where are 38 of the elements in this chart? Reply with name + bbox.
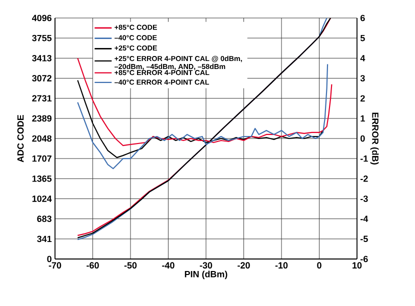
y2-tick-label: -3 [360, 196, 368, 202]
y2-tick-label: 2 [360, 95, 365, 102]
x-tick-label: -70 [48, 262, 62, 269]
x-tick-label: -10 [275, 262, 288, 269]
x-tick-label: 10 [352, 262, 362, 269]
y2-tick-label: 1 [360, 115, 365, 122]
x-tick-label: -50 [124, 262, 137, 269]
y-tick-label: 1024 [32, 196, 52, 202]
x-tick-label: -30 [200, 262, 212, 269]
y-tick-label: 1707 [32, 155, 52, 162]
x-tick-label: -60 [86, 262, 99, 269]
x-tick-label: -40 [162, 262, 174, 269]
y-tick-label: 2048 [32, 135, 52, 142]
y-tick-label: 4096 [32, 14, 52, 22]
y2-tick-label: -2 [360, 176, 368, 182]
y-axis-title: ADC CODE [17, 114, 24, 162]
y-tick-label: 683 [37, 216, 52, 222]
y2-tick-label: 5 [360, 34, 365, 42]
y-tick-label: 3072 [32, 75, 52, 82]
y-tick-label: 2731 [32, 95, 52, 102]
y-tick-label: 2389 [32, 115, 52, 122]
y-tick-label: 0 [47, 256, 52, 262]
y2-tick-label: 0 [360, 135, 365, 142]
y-tick-label: 3413 [32, 54, 52, 62]
y2-tick-label: -1 [360, 155, 368, 162]
y2-tick-label: -4 [360, 216, 368, 222]
x-tick-label: -20 [238, 262, 250, 269]
y2-tick-label: 4 [360, 55, 366, 62]
y2-tick-label: 3 [360, 75, 365, 82]
y-tick-label: 3755 [32, 34, 52, 42]
y2-tick-label: -6 [360, 256, 368, 262]
y2-axis-title: ERROR (dB) [370, 112, 379, 164]
x-axis-title: PIN (dBm) [184, 270, 228, 280]
y2-tick-label: -5 [360, 236, 368, 242]
y-tick-label: 341 [37, 236, 52, 242]
x-tick-label: 0 [317, 262, 322, 269]
y2-tick-label: 6 [360, 14, 365, 22]
y-tick-label: 1365 [32, 175, 52, 182]
